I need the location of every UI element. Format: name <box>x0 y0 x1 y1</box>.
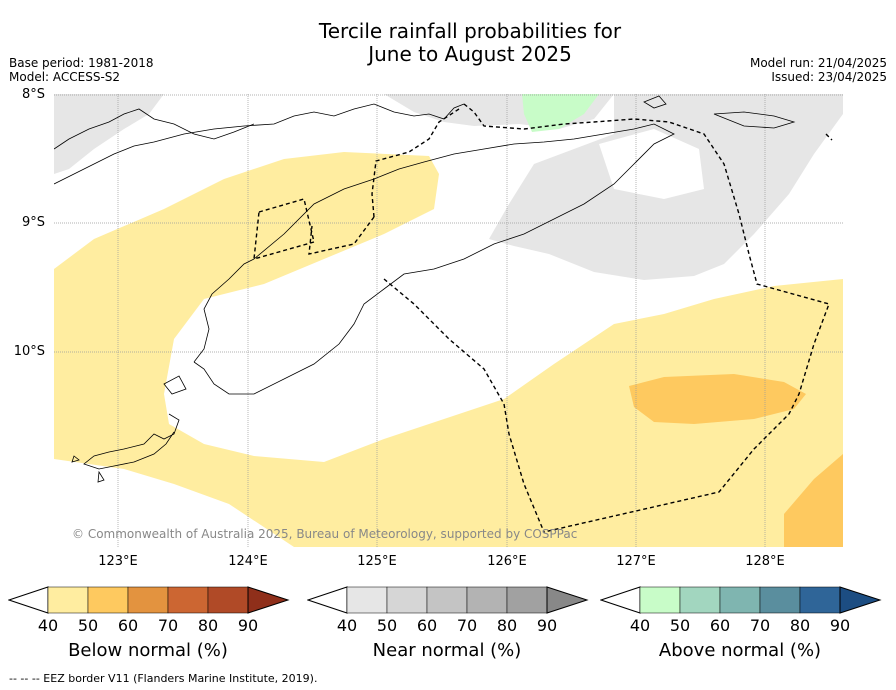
coastline <box>54 95 796 483</box>
base-period: Base period: 1981-2018 <box>9 56 154 70</box>
title-line-2: June to August 2025 <box>368 42 572 66</box>
legend-below-normal: 40 50 60 70 80 90 Below normal (%) <box>8 586 290 661</box>
lat-label-8s: 8°S <box>21 87 45 102</box>
below-normal-region-50-a <box>629 374 806 424</box>
lon-label-127e: 127°E <box>616 554 656 569</box>
colorbar-above-normal <box>600 586 882 614</box>
tick-above-70: 70 <box>749 616 771 635</box>
colorbar-below-normal <box>8 586 290 614</box>
lon-label-128e: 128°E <box>745 554 785 569</box>
eez-border <box>253 103 833 533</box>
legend-above-normal: 40 50 60 70 80 90 Above normal (%) <box>600 586 882 661</box>
colorbar-swatch <box>167 586 209 614</box>
above-normal-region <box>522 94 599 132</box>
colorbar-swatch <box>466 586 508 614</box>
lon-label-125e: 125°E <box>357 554 397 569</box>
colorbar-swatch <box>127 586 169 614</box>
colorbar-swatch <box>546 586 589 614</box>
tick-below-50: 50 <box>77 616 99 635</box>
meta-right: Model run: 21/04/2025 Issued: 23/04/2025 <box>750 56 887 84</box>
tick-above-60: 60 <box>709 616 731 635</box>
below-normal-region-west <box>54 152 843 547</box>
no-signal-pocket <box>599 129 704 199</box>
legend-label-near: Near normal (%) <box>372 640 522 661</box>
tick-near-80: 80 <box>496 616 518 635</box>
graticule <box>54 94 843 547</box>
legend-near-normal: 40 50 60 70 80 90 Near normal (%) <box>307 586 589 661</box>
colorbar-swatch <box>207 586 249 614</box>
tick-below-80: 80 <box>197 616 219 635</box>
lat-label-9s: 9°S <box>21 215 45 230</box>
legend-label-below: Below normal (%) <box>68 640 228 661</box>
colorbar-swatch <box>719 586 761 614</box>
model-run: Model run: 21/04/2025 <box>749 56 887 70</box>
lon-label-123e: 123°E <box>98 554 138 569</box>
lat-label-10s: 10°S <box>13 344 45 359</box>
colorbar-swatch <box>346 586 388 614</box>
lon-label-126e: 126°E <box>487 554 527 569</box>
colorbar-swatch <box>639 586 681 614</box>
tick-below-70: 70 <box>157 616 179 635</box>
tick-near-90: 90 <box>536 616 558 635</box>
tick-near-70: 70 <box>456 616 478 635</box>
map-title: Tercile rainfall probabilities for June … <box>0 20 896 66</box>
tick-above-90: 90 <box>829 616 851 635</box>
colorbar-swatch <box>426 586 468 614</box>
tick-below-60: 60 <box>117 616 139 635</box>
tick-above-80: 80 <box>789 616 811 635</box>
colorbar-swatch <box>759 586 801 614</box>
issued-date: Issued: 23/04/2025 <box>771 70 887 84</box>
tick-below-40: 40 <box>37 616 59 635</box>
meta-left: Base period: 1981-2018 Model: ACCESS-S2 <box>9 56 154 84</box>
colorbar-swatch <box>506 586 548 614</box>
colorbar-swatch <box>799 586 841 614</box>
colorbar-near-normal <box>307 586 589 614</box>
colorbar-swatch <box>47 586 89 614</box>
colorbar-swatch <box>87 586 129 614</box>
title-line-1: Tercile rainfall probabilities for <box>318 19 622 43</box>
lon-label-124e: 124°E <box>228 554 268 569</box>
below-normal-region-50-b <box>784 454 843 547</box>
tick-near-50: 50 <box>376 616 398 635</box>
tick-above-50: 50 <box>669 616 691 635</box>
tick-near-60: 60 <box>416 616 438 635</box>
colorbar-swatch <box>247 586 290 614</box>
legend-label-above: Above normal (%) <box>658 640 822 661</box>
colorbar-swatch <box>679 586 721 614</box>
eez-footnote: -- -- -- EEZ border V11 (Flanders Marine… <box>9 672 318 685</box>
near-normal-region-nw <box>54 94 164 174</box>
copyright-notice: © Commonwealth of Australia 2025, Bureau… <box>72 527 578 541</box>
model-name: Model: ACCESS-S2 <box>9 70 121 84</box>
colorbar-swatch <box>839 586 882 614</box>
map-canvas <box>54 94 843 547</box>
colorbar-swatch <box>386 586 428 614</box>
tick-below-90: 90 <box>237 616 259 635</box>
tick-near-40: 40 <box>336 616 358 635</box>
map-panel <box>54 94 843 547</box>
tick-above-40: 40 <box>629 616 651 635</box>
